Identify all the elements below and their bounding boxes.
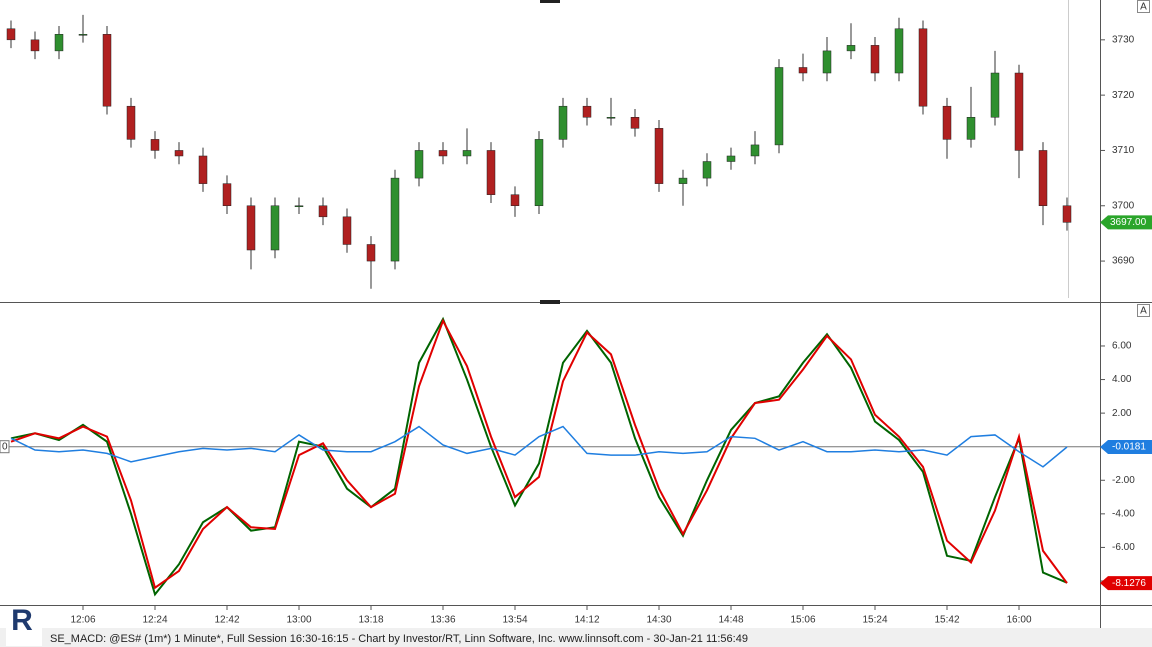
last-price-label: 3697.00: [1110, 217, 1147, 228]
x-tick-label: 13:00: [286, 615, 311, 626]
last-price-tag: [1100, 215, 1152, 230]
logo-text: R: [11, 604, 33, 637]
candle-body: [222, 183, 232, 207]
scale-button[interactable]: A: [1137, 0, 1150, 13]
value-tag: [1100, 576, 1152, 591]
y-tick-label: -6.00: [1112, 542, 1135, 553]
zero-label: 0: [2, 441, 8, 452]
zero-label-box: [0, 440, 10, 454]
candle-body: [150, 139, 160, 151]
candle-body: [54, 34, 64, 52]
series-line: [10, 316, 1068, 597]
candle-body: [78, 34, 88, 36]
candle-body: [1014, 72, 1024, 151]
x-tick-label: 12:06: [70, 615, 95, 626]
candle-body: [870, 45, 880, 74]
value-tag: [1100, 440, 1152, 455]
series-line: [10, 318, 1068, 590]
x-tick-label: 12:24: [142, 615, 167, 626]
x-tick-label: 16:00: [1006, 615, 1031, 626]
candle-body: [198, 155, 208, 184]
y-tick-label: 3700: [1112, 200, 1135, 211]
candle-body: [102, 34, 112, 107]
x-tick-label: 15:42: [934, 615, 959, 626]
candle-body: [30, 39, 40, 52]
candle-body: [918, 28, 928, 107]
value-tag-label: -8.1276: [1112, 578, 1146, 589]
candle-body: [366, 244, 376, 262]
y-tick-label: 6.00: [1112, 341, 1132, 352]
panel-handle[interactable]: [540, 300, 560, 304]
x-tick-label: 14:48: [718, 615, 743, 626]
y-tick-label: 4.00: [1112, 374, 1132, 385]
candle-body: [438, 150, 448, 157]
x-tick-label: 13:54: [502, 615, 527, 626]
y-tick-label: -4.00: [1112, 508, 1135, 519]
footer-text: SE_MACD: @ES# (1m*) 1 Minute*, Full Sess…: [50, 633, 748, 645]
candle-body: [798, 67, 808, 74]
candle-body: [606, 117, 616, 119]
y-tick-label: 3730: [1112, 34, 1135, 45]
candle-body: [318, 205, 328, 218]
x-tick-label: 15:24: [862, 615, 887, 626]
candle-body: [678, 177, 688, 184]
y-tick-label: 2.00: [1112, 408, 1132, 419]
candle-body: [294, 205, 304, 208]
candle-body: [1062, 205, 1072, 223]
value-tag-label: -0.0181: [1112, 442, 1146, 453]
candle-body: [822, 50, 832, 74]
button-label[interactable]: A: [1140, 2, 1147, 13]
y-tick-label: -2.00: [1112, 475, 1135, 486]
x-tick-label: 13:18: [358, 615, 383, 626]
x-tick-label: 14:12: [574, 615, 599, 626]
candle-body: [990, 72, 1000, 118]
candle-body: [1038, 150, 1048, 207]
x-tick-label: 15:06: [790, 615, 815, 626]
candle-body: [510, 194, 520, 207]
scale-button[interactable]: A: [1137, 304, 1150, 317]
x-tick-label: 13:36: [430, 615, 455, 626]
x-tick-label: 12:42: [214, 615, 239, 626]
candle-body: [486, 150, 496, 195]
status-bar: [0, 628, 1152, 647]
candle-body: [894, 28, 904, 74]
candle-body: [630, 117, 640, 129]
candle-body: [966, 117, 976, 140]
candle-body: [726, 155, 736, 162]
candle-body: [342, 216, 352, 245]
candle-body: [126, 105, 136, 140]
x-tick-label: 14:30: [646, 615, 671, 626]
y-tick-label: 3720: [1112, 90, 1135, 101]
panel-handle[interactable]: [540, 0, 560, 3]
candle-body: [174, 150, 184, 157]
candle-body: [774, 67, 784, 146]
candle-body: [558, 105, 568, 140]
candle-body: [390, 177, 400, 262]
candle-body: [582, 105, 592, 118]
candle-body: [6, 28, 16, 41]
y-tick-label: 3710: [1112, 145, 1135, 156]
candle-body: [270, 205, 280, 251]
candle-body: [462, 150, 472, 157]
candle-body: [702, 161, 712, 179]
candle-body: [534, 139, 544, 207]
candle-body: [246, 205, 256, 251]
logo-box: [6, 606, 42, 646]
candle-body: [846, 45, 856, 52]
y-tick-label: 3690: [1112, 256, 1135, 267]
candle-body: [750, 144, 760, 157]
button-frame[interactable]: [1137, 0, 1150, 13]
logo: R: [6, 604, 42, 646]
series-line: [10, 425, 1068, 468]
button-label[interactable]: A: [1140, 306, 1147, 317]
button-frame[interactable]: [1137, 304, 1150, 317]
candle-body: [414, 150, 424, 179]
candle-body: [654, 128, 664, 184]
candle-body: [942, 105, 952, 140]
